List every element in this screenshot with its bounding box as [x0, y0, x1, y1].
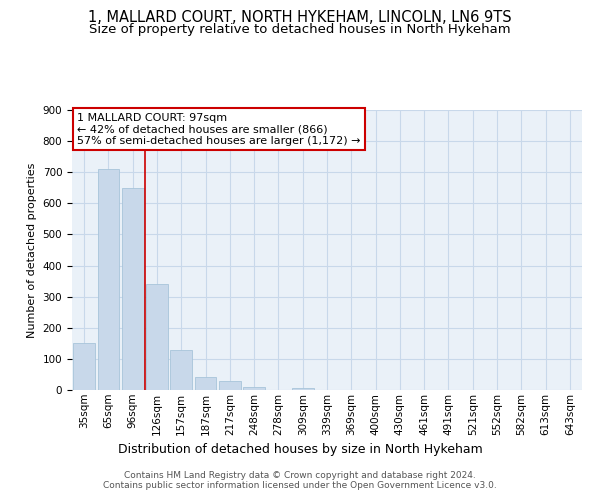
Bar: [170, 350, 192, 390]
Text: 1, MALLARD COURT, NORTH HYKEHAM, LINCOLN, LN6 9TS: 1, MALLARD COURT, NORTH HYKEHAM, LINCOLN…: [88, 10, 512, 25]
Text: Contains HM Land Registry data © Crown copyright and database right 2024.
Contai: Contains HM Land Registry data © Crown c…: [103, 470, 497, 490]
Bar: [219, 382, 241, 390]
Bar: [146, 284, 168, 390]
Y-axis label: Number of detached properties: Number of detached properties: [27, 162, 37, 338]
Text: 1 MALLARD COURT: 97sqm
← 42% of detached houses are smaller (866)
57% of semi-de: 1 MALLARD COURT: 97sqm ← 42% of detached…: [77, 113, 361, 146]
Bar: [194, 377, 217, 390]
Text: Size of property relative to detached houses in North Hykeham: Size of property relative to detached ho…: [89, 22, 511, 36]
Bar: [292, 388, 314, 390]
Bar: [122, 188, 143, 390]
Text: Distribution of detached houses by size in North Hykeham: Distribution of detached houses by size …: [118, 442, 482, 456]
Bar: [243, 387, 265, 390]
Bar: [73, 344, 95, 390]
Bar: [97, 169, 119, 390]
